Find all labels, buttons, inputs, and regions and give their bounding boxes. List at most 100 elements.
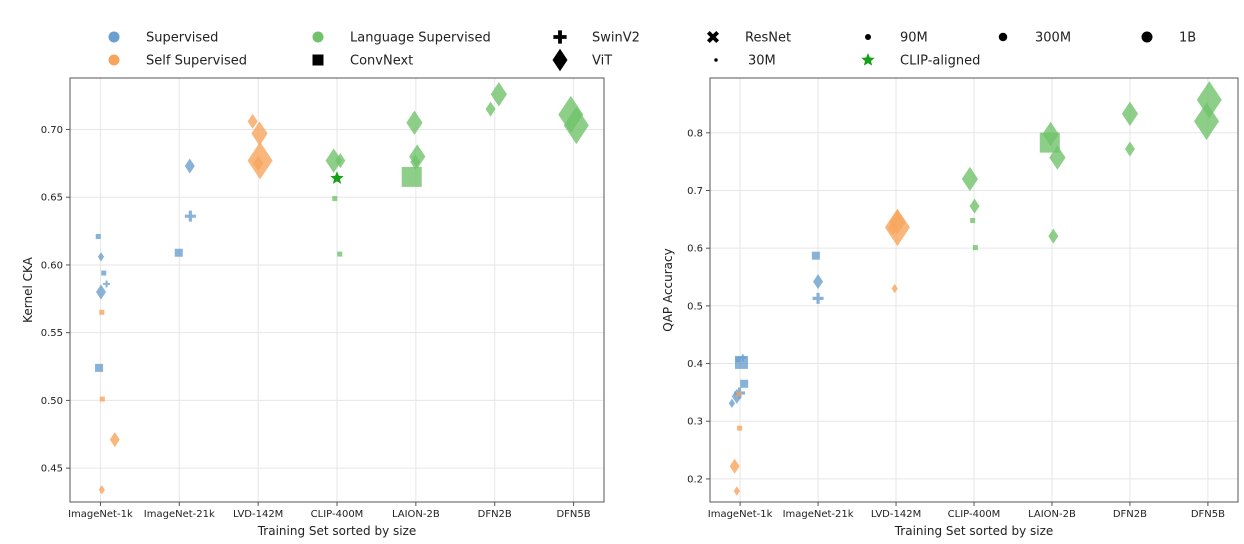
data-point xyxy=(1048,228,1059,244)
legend-vit-icon xyxy=(552,48,568,72)
legend-supervised-label: Supervised xyxy=(146,31,218,46)
data-point xyxy=(1121,101,1139,126)
data-point xyxy=(406,110,423,135)
data-point xyxy=(1194,102,1220,141)
legend-size-90m-icon xyxy=(865,34,871,40)
data-point xyxy=(1124,141,1135,157)
y-tick-label: 0.60 xyxy=(41,260,63,271)
y-tick-label: 0.2 xyxy=(687,474,703,485)
data-point xyxy=(95,284,106,300)
y-tick-label: 0.4 xyxy=(687,359,703,370)
legend-convnext: ConvNext xyxy=(312,54,413,69)
legend: Supervised Self Supervised Language Superv… xyxy=(108,30,1196,72)
legend-size-1b: 1B xyxy=(1141,31,1196,46)
y-tick-label: 0.5 xyxy=(687,301,703,312)
data-point xyxy=(563,106,589,145)
data-point xyxy=(184,210,196,222)
data-point xyxy=(184,158,195,174)
x-axis-label: Training Set sorted by size xyxy=(257,524,417,538)
y-tick-label: 0.3 xyxy=(687,417,703,428)
y-axis-label: Kernel CKA xyxy=(21,256,35,323)
legend-swinv2-icon xyxy=(553,30,567,44)
x-tick-label: LVD-142M xyxy=(233,509,283,520)
data-point xyxy=(891,283,898,294)
legend-size-300m: 300M xyxy=(998,31,1071,46)
data-point xyxy=(247,141,273,180)
x-tick-label: LAION-2B xyxy=(1028,509,1076,520)
y-tick-label: 0.7 xyxy=(687,186,703,197)
legend-self-supervised: Self Supervised xyxy=(108,54,247,69)
legend-swinv2: SwinV2 xyxy=(553,30,640,46)
data-point xyxy=(811,251,820,260)
data-point xyxy=(103,280,110,288)
data-point xyxy=(335,153,346,169)
data-point xyxy=(97,252,105,262)
y-tick-label: 0.55 xyxy=(41,328,63,339)
x-tick-label: CLIP-400M xyxy=(948,509,1001,520)
legend-self-supervised-icon xyxy=(108,54,120,66)
legend-size-90m: 90M xyxy=(865,31,928,46)
y-tick-label: 0.50 xyxy=(41,396,63,407)
legend-convnext-label: ConvNext xyxy=(350,54,413,69)
data-point xyxy=(961,166,979,192)
legend-vit-label: ViT xyxy=(592,54,612,69)
legend-language-supervised: Language Supervised xyxy=(312,31,491,46)
data-point xyxy=(740,379,749,388)
data-point xyxy=(812,292,824,304)
y-tick-label: 0.6 xyxy=(687,244,703,255)
legend-size-1b-icon xyxy=(1141,31,1153,43)
data-point xyxy=(101,270,107,276)
y-tick-label: 0.45 xyxy=(41,464,63,475)
legend-swinv2-label: SwinV2 xyxy=(592,31,640,46)
legend-resnet-icon xyxy=(706,30,720,44)
legend-clip-aligned: CLIP-aligned xyxy=(861,53,980,69)
data-point xyxy=(728,398,736,409)
data-point xyxy=(251,121,268,146)
data-point xyxy=(247,113,258,129)
data-point xyxy=(969,198,980,214)
legend-size-30m-label: 30M xyxy=(748,54,776,69)
legend-size-30m: 30M xyxy=(714,54,776,69)
legend-size-90m-label: 90M xyxy=(900,31,928,46)
legend-resnet-label: ResNet xyxy=(745,31,791,46)
legend-language-supervised-icon xyxy=(312,31,324,43)
data-point xyxy=(410,154,421,170)
data-point xyxy=(98,485,105,495)
data-point xyxy=(401,166,422,187)
x-tick-label: DFN2B xyxy=(478,509,512,520)
data-point xyxy=(109,432,120,448)
legend-size-30m-icon xyxy=(714,58,718,62)
x-tick-label: ImageNet-21k xyxy=(144,509,215,520)
y-tick-label: 0.65 xyxy=(41,193,63,204)
x-tick-label: LAION-2B xyxy=(392,509,440,520)
x-tick-label: ImageNet-21k xyxy=(783,509,854,520)
data-point xyxy=(735,390,742,398)
legend-size-300m-label: 300M xyxy=(1035,31,1071,46)
y-axis-label: QAP Accuracy xyxy=(661,248,675,332)
kernel-cka-chart: ImageNet-1k ImageNet-21k LVD-142M CLIP-400M… xyxy=(21,77,605,538)
legend-self-supervised-label: Self Supervised xyxy=(146,54,247,69)
data-point xyxy=(332,196,338,202)
x-tick-label: DFN5B xyxy=(1191,509,1225,520)
x-tick-label: DFN2B xyxy=(1113,509,1147,520)
legend-convnext-icon xyxy=(312,54,324,66)
x-tick-label: CLIP-400M xyxy=(311,509,364,520)
data-point xyxy=(729,458,740,474)
legend-size-1b-label: 1B xyxy=(1179,31,1196,46)
y-tick-label: 0.70 xyxy=(41,125,63,136)
data-point xyxy=(490,82,507,107)
qap-accuracy-chart: ImageNet-1k ImageNet-21k LVD-142M CLIP-400M… xyxy=(661,77,1239,538)
data-point xyxy=(1042,121,1059,147)
data-point xyxy=(330,171,344,184)
legend-resnet: ResNet xyxy=(706,30,791,46)
x-axis-label: Training Set sorted by size xyxy=(894,524,1054,538)
data-point xyxy=(972,245,978,251)
y-tick-label: 0.8 xyxy=(687,128,703,139)
legend-clip-aligned-label: CLIP-aligned xyxy=(900,54,980,69)
data-point xyxy=(734,355,748,369)
x-tick-label: ImageNet-1k xyxy=(708,509,773,520)
data-point xyxy=(174,248,183,257)
data-point xyxy=(813,274,824,290)
data-point xyxy=(733,486,740,496)
